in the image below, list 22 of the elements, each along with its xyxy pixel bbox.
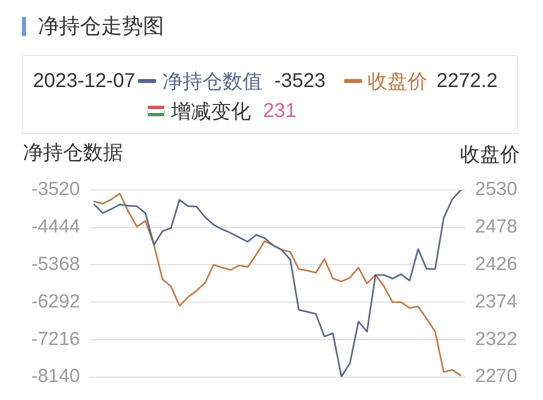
y-tick-label: -5368 — [31, 254, 80, 276]
y2-axis-title: 收盘价 — [460, 143, 520, 168]
legend-label: 收盘价 — [367, 70, 428, 94]
text: 2023-12-07 — [33, 70, 136, 92]
y2-tick-label: 2478 — [475, 216, 518, 238]
y-tick-label: -4444 — [31, 216, 80, 238]
y-tick-label: -6292 — [31, 291, 80, 312]
y2-tick-label: 2322 — [475, 328, 518, 350]
y-tick-label: -8140 — [31, 366, 80, 388]
chart-title: 净持仓走势图 — [38, 14, 164, 40]
legend-label: 净持仓数值 — [162, 70, 262, 94]
y2-tick-label: 2426 — [475, 254, 518, 276]
text: -3523 — [274, 70, 326, 92]
y-axis-title: 净持仓数据 — [23, 141, 123, 166]
text: 231 — [263, 100, 296, 122]
text: 2272.2 — [436, 70, 498, 92]
y-tick-label: -3520 — [31, 179, 80, 200]
y-tick-label: -7216 — [31, 328, 80, 350]
text: 增减变化 — [171, 100, 251, 124]
y2-tick-label: 2270 — [475, 366, 518, 388]
y2-tick-label: 2374 — [475, 291, 518, 312]
y2-tick-label: 2530 — [475, 179, 518, 200]
